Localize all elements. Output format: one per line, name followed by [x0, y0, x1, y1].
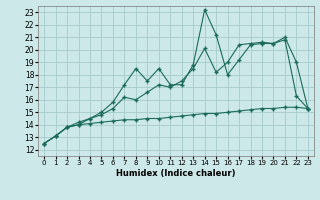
X-axis label: Humidex (Indice chaleur): Humidex (Indice chaleur) — [116, 169, 236, 178]
